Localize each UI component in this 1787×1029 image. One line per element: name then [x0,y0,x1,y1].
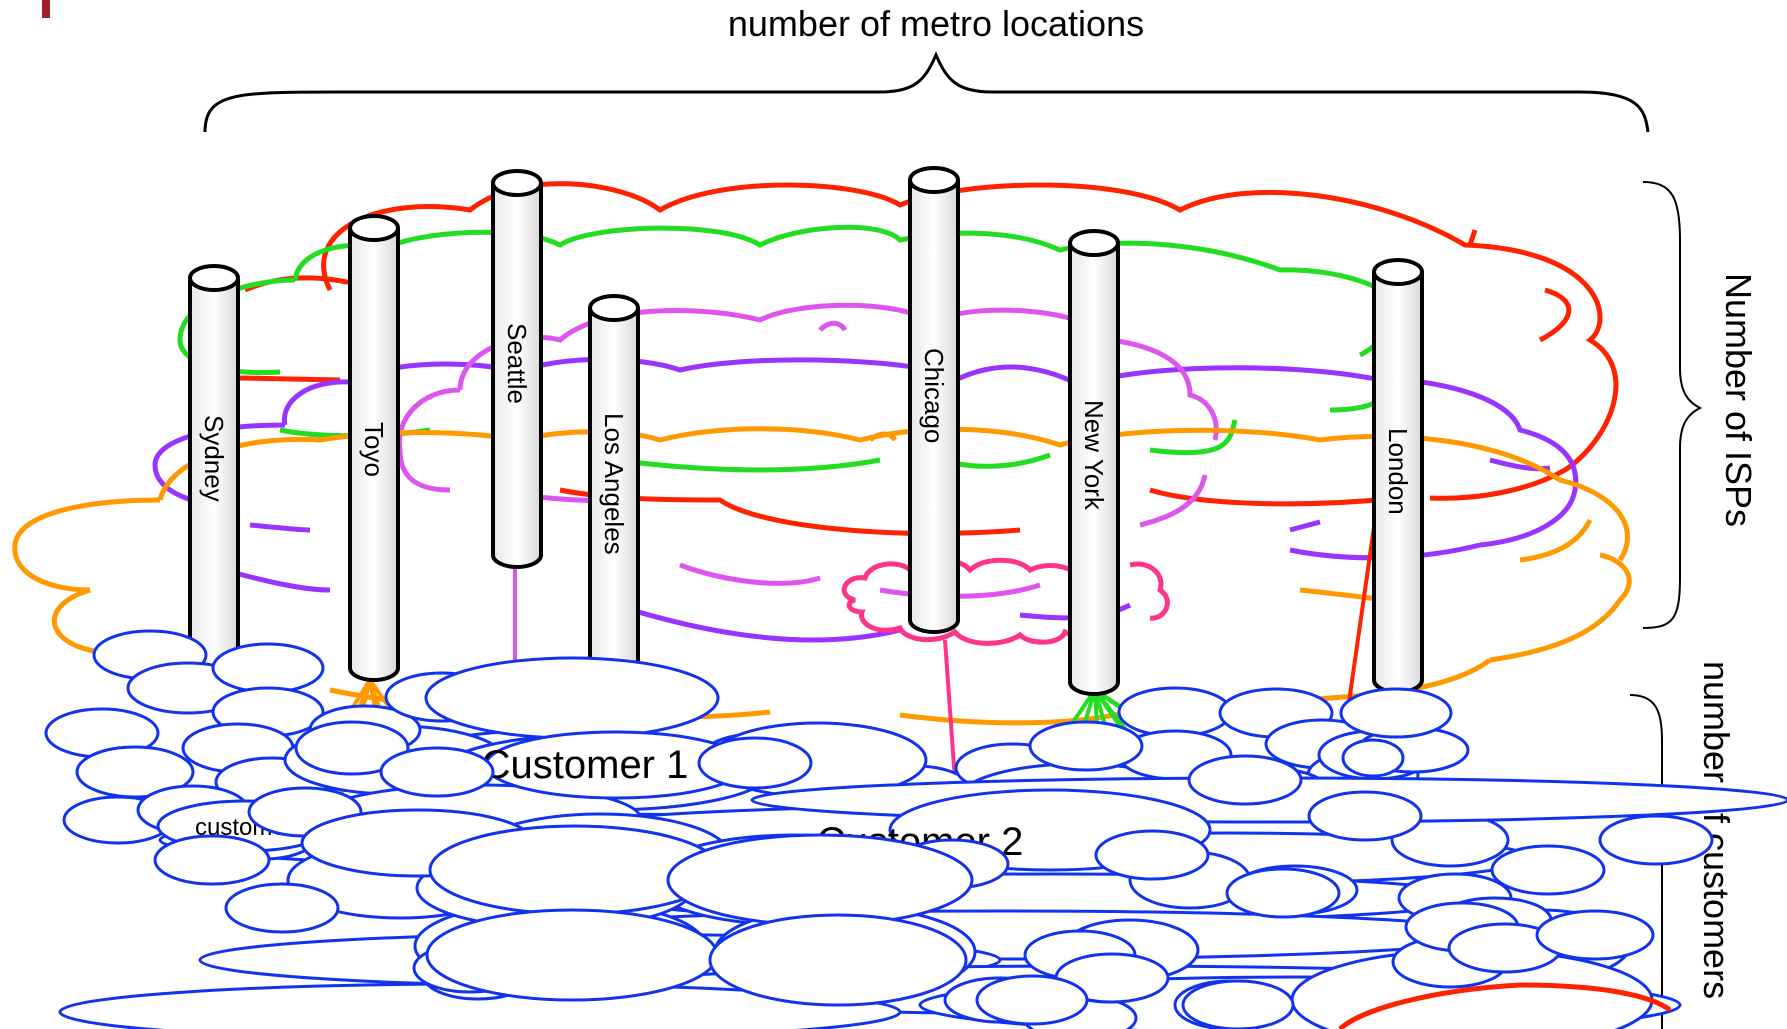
metro-label-toyo: Toyo [359,422,389,477]
metro-label-sydney: Sydney [199,415,229,502]
metro-toyo: Toyo [348,214,400,682]
corner-accent-bar [42,0,50,18]
metro-label-los-angeles: Los Angeles [599,413,629,555]
metro-sydney: Sydney [188,264,240,679]
isp-red-bottom-arc [1338,982,1672,1029]
customer-1-label: Customer 1 [482,743,689,787]
customer-ellipses-overlay [224,808,1655,1029]
right-brace-isps [1642,181,1703,629]
metro-label-new-york: New York [1079,400,1109,511]
right-axis-isps-label: Number of ISPs [1718,273,1759,527]
metro-label-chicago: Chicago [919,348,949,443]
metro-london: London [1372,258,1424,694]
metro-new-york: New York [1068,229,1120,696]
top-axis-label: number of metro locations [728,3,1144,44]
right-brace-customers [1629,694,1663,1029]
metro-chicago: Chicago [908,166,960,634]
customer-1: Customer 1 [294,656,813,800]
metro-label-london: London [1383,428,1413,515]
metro-los-angeles: Los Angeles [588,294,640,674]
metro-seattle: Seattle [491,169,543,569]
top-brace [203,51,1650,133]
metro-label-seattle: Seattle [502,323,532,404]
